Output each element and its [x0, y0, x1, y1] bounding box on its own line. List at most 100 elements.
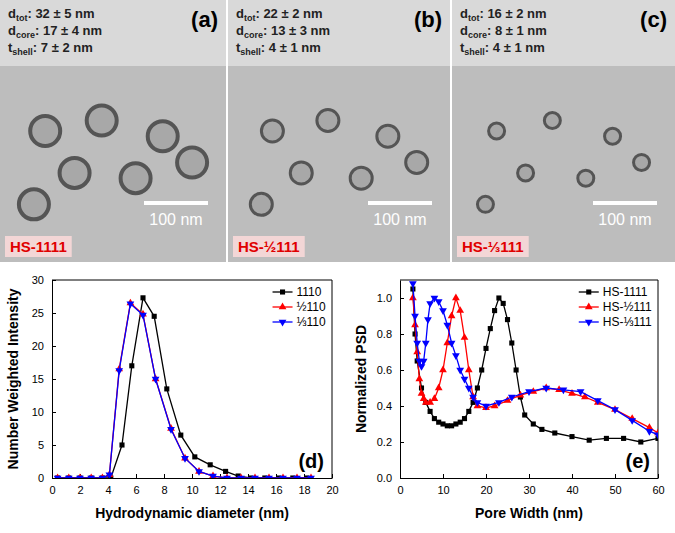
frame — [332, 280, 333, 478]
tick-mark — [52, 445, 56, 446]
legend-item: ⅓110 — [273, 315, 326, 329]
tick-mark — [52, 379, 56, 380]
data-point — [587, 438, 592, 443]
axis-line — [401, 478, 659, 479]
tick: 5 — [38, 439, 56, 451]
legend: HS-1111HS-½111HS-⅓111 — [579, 285, 652, 329]
sample-label-background — [457, 236, 529, 257]
subscript: core — [468, 30, 487, 40]
legend-item: HS-½111 — [579, 300, 652, 314]
symbol: d — [8, 23, 16, 38]
data-point — [482, 404, 490, 411]
panel-letter: (c) — [640, 7, 667, 32]
y-axis-title: Number Weighted Intensity — [5, 288, 21, 469]
frame — [400, 280, 658, 281]
data-point — [409, 281, 417, 288]
image-background — [228, 0, 450, 262]
frame — [52, 280, 332, 281]
legend-item: HS-1111 — [579, 285, 648, 299]
sample-label: HS-½111 — [238, 238, 300, 255]
subscript: tot — [244, 13, 256, 23]
data-point — [87, 476, 95, 478]
subscript: shell — [12, 47, 33, 57]
data-point — [495, 400, 503, 407]
scale-bar — [593, 201, 657, 205]
data-point — [577, 389, 585, 396]
measurement-value: : 13 ± 3 nm — [263, 23, 330, 38]
data-point — [178, 433, 183, 438]
tick-mark — [332, 474, 333, 478]
tick-label: 6 — [133, 484, 139, 496]
y-axis: 051015202530 — [32, 274, 56, 484]
chart: 01020304050600.00.20.40.60.81.0Pore Widt… — [353, 280, 665, 521]
legend-marker — [279, 303, 287, 310]
data-point — [129, 363, 134, 368]
data-point — [115, 368, 123, 375]
tick-label: 60 — [652, 484, 664, 496]
series-line — [58, 303, 311, 478]
tick-mark — [52, 412, 56, 413]
data-point — [413, 348, 421, 355]
data-point — [54, 476, 62, 478]
panel-letter: (a) — [191, 7, 218, 32]
tick: 0 — [38, 472, 56, 484]
chart: 02468101214161820051015202530Hydrodynami… — [5, 274, 339, 521]
data-point — [560, 388, 568, 395]
subscript: shell — [240, 47, 261, 57]
data-point — [223, 469, 228, 474]
particle — [605, 128, 621, 144]
tick-mark — [443, 474, 444, 478]
subscript: core — [16, 30, 35, 40]
legend-label: ⅓110 — [297, 315, 326, 329]
tick-mark — [615, 474, 616, 478]
particle — [477, 196, 493, 212]
data-point — [569, 434, 574, 439]
data-point — [418, 389, 426, 396]
measurement: dcore: 17 ± 4 nm — [8, 23, 102, 40]
data-point — [552, 430, 557, 435]
data-point — [621, 436, 626, 441]
tick-label: 0 — [397, 484, 403, 496]
sample-label: HS-1111 — [10, 238, 67, 255]
tick: 20 — [32, 340, 56, 352]
particle — [350, 167, 372, 189]
legend-marker — [585, 320, 593, 327]
plot-area — [54, 295, 315, 478]
tick-mark — [572, 474, 573, 478]
data-point — [594, 398, 602, 405]
data-point — [482, 403, 490, 410]
particle — [19, 189, 49, 219]
data-point — [152, 314, 157, 319]
tick-mark — [52, 478, 56, 479]
frame — [658, 280, 659, 478]
particle — [317, 110, 339, 132]
legend-marker — [585, 303, 593, 310]
x-axis: 02468101214161820 — [49, 474, 338, 496]
measurement: dtot: 22 ± 2 nm — [236, 6, 323, 23]
particle — [87, 106, 117, 136]
data-point — [426, 301, 434, 308]
data-point — [628, 418, 636, 425]
tick-label: 30 — [32, 274, 44, 286]
data-point — [505, 317, 510, 322]
plot-area — [409, 281, 658, 444]
tick: 0.2 — [377, 436, 404, 448]
data-point — [106, 472, 114, 478]
data-point — [488, 326, 493, 331]
data-point — [418, 364, 426, 371]
data-point — [265, 476, 273, 478]
measurement: dtot: 16 ± 2 nm — [460, 6, 547, 23]
measurement: tshell: 4 ± 1 nm — [236, 40, 321, 57]
data-point — [611, 407, 619, 414]
tick: 0.6 — [377, 364, 404, 376]
data-point — [638, 439, 643, 444]
data-point — [152, 377, 160, 384]
data-point — [195, 469, 203, 476]
data-point — [542, 386, 550, 393]
tick-label: 10 — [437, 484, 449, 496]
data-point — [439, 366, 447, 373]
tick: 50 — [609, 474, 621, 496]
data-point — [119, 442, 124, 447]
data-point — [475, 385, 480, 390]
tick-label: 25 — [32, 307, 44, 319]
